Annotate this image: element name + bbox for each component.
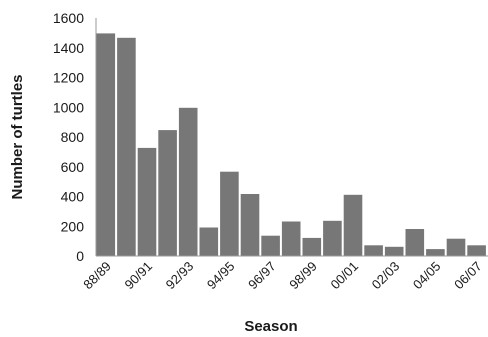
bar-05-06 bbox=[446, 238, 466, 256]
bar-97-98 bbox=[281, 221, 301, 256]
x-tick-labels: 88/89 90/91 92/93 94/95 96/97 98/99 00/01 02/03… bbox=[80, 259, 484, 293]
bar-95-96 bbox=[240, 194, 260, 257]
bar-89-90 bbox=[117, 37, 137, 256]
bar-01-02 bbox=[364, 245, 384, 256]
y-tick-label: 400 bbox=[61, 189, 85, 205]
x-axis-title: Season bbox=[244, 318, 297, 335]
y-tick-label: 1400 bbox=[53, 40, 84, 56]
x-tick-label: 92/93 bbox=[163, 259, 197, 293]
bar-99-00 bbox=[323, 220, 343, 256]
x-tick-label: 90/91 bbox=[122, 259, 156, 293]
bar-93-94 bbox=[199, 227, 219, 256]
bar-92-93 bbox=[178, 107, 198, 256]
bar-00-01 bbox=[343, 194, 363, 256]
bar-04-05 bbox=[426, 249, 446, 256]
bars-group bbox=[96, 33, 486, 256]
y-tick-label: 1600 bbox=[53, 10, 84, 26]
y-tick-label: 1000 bbox=[53, 99, 84, 115]
x-tick-label: 02/03 bbox=[369, 259, 403, 293]
x-tick-label: 94/95 bbox=[204, 259, 238, 293]
x-tick-label: 88/89 bbox=[80, 259, 114, 293]
bar-98-99 bbox=[302, 237, 322, 256]
x-tick-label: 98/99 bbox=[286, 259, 320, 293]
bar-91-92 bbox=[158, 130, 178, 256]
y-tick-labels: 0 200 400 600 800 1000 1200 1400 1600 bbox=[53, 10, 84, 264]
bar-96-97 bbox=[261, 235, 281, 256]
x-tick-label: 96/97 bbox=[245, 259, 279, 293]
x-tick-label: 04/05 bbox=[410, 259, 444, 293]
y-tick-label: 1200 bbox=[53, 70, 84, 86]
y-tick-label: 0 bbox=[76, 248, 84, 264]
bar-03-04 bbox=[405, 229, 425, 257]
y-tick-label: 200 bbox=[61, 218, 85, 234]
bar-90-91 bbox=[137, 147, 157, 256]
x-tick-label: 06/07 bbox=[451, 259, 485, 293]
bar-94-95 bbox=[220, 171, 240, 256]
y-tick-label: 600 bbox=[61, 159, 85, 175]
y-tick-label: 800 bbox=[61, 129, 85, 145]
bar-06-07 bbox=[467, 245, 487, 256]
bar-02-03 bbox=[384, 246, 404, 256]
x-tick-label: 00/01 bbox=[328, 259, 362, 293]
bar-88-89 bbox=[96, 33, 116, 256]
y-axis-title: Number of turtles bbox=[9, 74, 26, 199]
